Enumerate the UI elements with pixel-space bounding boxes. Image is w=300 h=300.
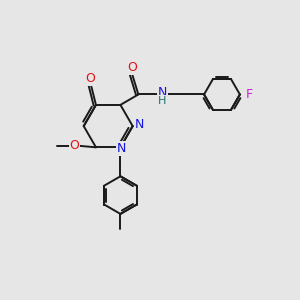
Text: H: H <box>158 96 166 106</box>
Text: O: O <box>85 72 95 85</box>
Text: O: O <box>70 139 80 152</box>
Text: F: F <box>246 88 253 101</box>
Text: O: O <box>128 61 137 74</box>
Text: N: N <box>135 118 145 131</box>
Text: N: N <box>117 142 126 155</box>
Text: N: N <box>158 86 167 100</box>
